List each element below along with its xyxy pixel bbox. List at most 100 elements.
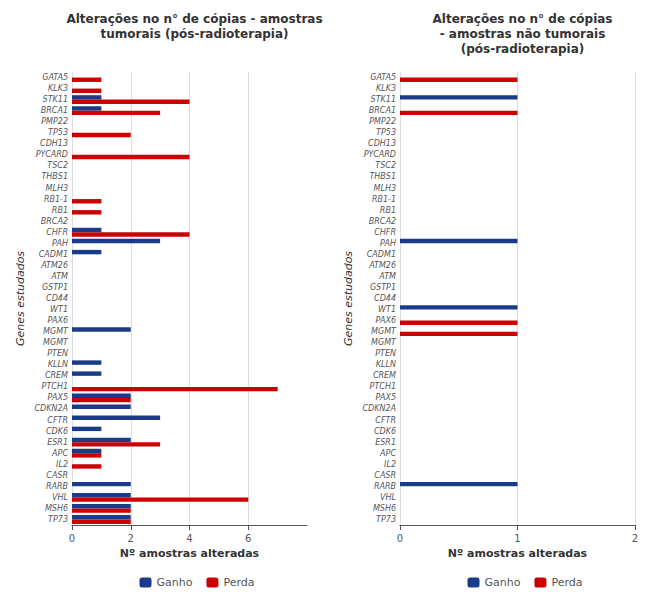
svg-text:MGMT: MGMT: [43, 327, 69, 336]
svg-text:PTCH1: PTCH1: [370, 382, 396, 391]
svg-text:PTEN: PTEN: [47, 349, 68, 358]
svg-text:ATM26: ATM26: [368, 261, 396, 270]
svg-text:WT1: WT1: [378, 305, 396, 314]
svg-text:2: 2: [128, 533, 134, 544]
svg-text:0: 0: [69, 533, 75, 544]
svg-text:RB1: RB1: [52, 206, 68, 215]
svg-text:Ganho: Ganho: [157, 576, 193, 589]
svg-text:PAX5: PAX5: [48, 393, 68, 402]
svg-text:tumorais (pós-radioterapia): tumorais (pós-radioterapia): [100, 27, 288, 41]
svg-text:CDKN2A: CDKN2A: [362, 404, 396, 413]
svg-text:MLH3: MLH3: [374, 184, 396, 193]
svg-text:KLLN: KLLN: [376, 360, 396, 369]
svg-text:ATM26: ATM26: [40, 261, 68, 270]
svg-text:(pós-radioterapia): (pós-radioterapia): [461, 42, 585, 56]
svg-text:Nº amostras alteradas: Nº amostras alteradas: [120, 547, 260, 560]
svg-text:CADM1: CADM1: [367, 250, 396, 259]
svg-text:STK11: STK11: [43, 95, 68, 104]
svg-text:CD44: CD44: [374, 294, 396, 303]
svg-text:ESR1: ESR1: [47, 438, 68, 447]
svg-text:VHL: VHL: [52, 493, 68, 502]
svg-text:MSH6: MSH6: [45, 504, 68, 513]
svg-text:WT1: WT1: [50, 305, 68, 314]
svg-text:CHFR: CHFR: [374, 228, 396, 237]
svg-text:IL2: IL2: [56, 460, 68, 469]
svg-text:IL2: IL2: [384, 460, 396, 469]
svg-text:TP73: TP73: [48, 515, 68, 524]
svg-text:GSTP1: GSTP1: [370, 283, 396, 292]
svg-text:TP73: TP73: [376, 515, 396, 524]
svg-text:0: 0: [397, 533, 403, 544]
svg-text:CDH13: CDH13: [40, 139, 68, 148]
svg-text:Ganho: Ganho: [485, 576, 521, 589]
svg-text:PAX6: PAX6: [48, 316, 68, 325]
svg-text:1: 1: [514, 533, 520, 544]
svg-text:CASR: CASR: [46, 471, 68, 480]
svg-text:GATA5: GATA5: [370, 73, 396, 82]
svg-text:PAX6: PAX6: [376, 316, 396, 325]
svg-text:RB1-1: RB1-1: [44, 195, 68, 204]
svg-text:CREM: CREM: [373, 371, 396, 380]
svg-text:ATM: ATM: [378, 272, 396, 281]
svg-text:KLK3: KLK3: [376, 84, 396, 93]
svg-text:ESR1: ESR1: [375, 438, 396, 447]
svg-text:Alterações no n° de cópias - a: Alterações no n° de cópias - amostras: [66, 12, 322, 26]
svg-text:STK11: STK11: [371, 95, 396, 104]
svg-text:TSC2: TSC2: [375, 161, 396, 170]
svg-text:Genes estudados: Genes estudados: [14, 251, 27, 346]
svg-text:GSTP1: GSTP1: [42, 283, 68, 292]
svg-text:CADM1: CADM1: [39, 250, 68, 259]
svg-text:TSC2: TSC2: [47, 161, 68, 170]
svg-text:CFTR: CFTR: [47, 416, 68, 425]
svg-text:BRCA2: BRCA2: [369, 217, 396, 226]
svg-text:KLK3: KLK3: [48, 84, 68, 93]
svg-text:MGMT: MGMT: [371, 327, 397, 336]
svg-text:CHFR: CHFR: [46, 228, 68, 237]
svg-text:VHL: VHL: [380, 493, 396, 502]
svg-text:CDH13: CDH13: [368, 139, 396, 148]
svg-text:BRCA1: BRCA1: [369, 106, 396, 115]
svg-text:CASR: CASR: [374, 471, 396, 480]
svg-text:PYCARD: PYCARD: [364, 150, 396, 159]
svg-text:PYCARD: PYCARD: [36, 150, 68, 159]
svg-text:Perda: Perda: [223, 576, 254, 589]
svg-text:GATA5: GATA5: [42, 73, 68, 82]
svg-text:PAH: PAH: [52, 239, 68, 248]
svg-text:RB1: RB1: [380, 206, 396, 215]
svg-text:CDK6: CDK6: [46, 427, 68, 436]
svg-text:Perda: Perda: [551, 576, 582, 589]
svg-text:APC: APC: [379, 449, 396, 458]
svg-text:4: 4: [186, 533, 192, 544]
svg-text:RARB: RARB: [46, 482, 68, 491]
svg-text:MSH6: MSH6: [373, 504, 396, 513]
svg-text:PTCH1: PTCH1: [42, 382, 68, 391]
svg-text:ATM: ATM: [50, 272, 68, 281]
svg-text:2: 2: [632, 533, 638, 544]
svg-text:PTEN: PTEN: [375, 349, 396, 358]
svg-text:CFTR: CFTR: [375, 416, 396, 425]
svg-text:Nº amostras alteradas: Nº amostras alteradas: [448, 547, 588, 560]
svg-text:PAX5: PAX5: [376, 393, 396, 402]
svg-text:Alterações no n° de cópias: Alterações no n° de cópias: [433, 12, 613, 26]
svg-text:PAH: PAH: [380, 239, 396, 248]
svg-text:PMP22: PMP22: [369, 117, 396, 126]
svg-text:CD44: CD44: [46, 294, 68, 303]
svg-text:BRCA2: BRCA2: [41, 217, 68, 226]
svg-text:KLLN: KLLN: [48, 360, 68, 369]
svg-text:CDK6: CDK6: [374, 427, 396, 436]
svg-text:RB1-1: RB1-1: [372, 195, 396, 204]
svg-text:THBS1: THBS1: [41, 172, 68, 181]
svg-text:PMP22: PMP22: [41, 117, 68, 126]
svg-text:CDKN2A: CDKN2A: [34, 404, 68, 413]
svg-text:THBS1: THBS1: [369, 172, 396, 181]
svg-text:CREM: CREM: [45, 371, 68, 380]
svg-text:Genes estudados: Genes estudados: [342, 251, 355, 346]
svg-text:BRCA1: BRCA1: [41, 106, 68, 115]
svg-text:APC: APC: [51, 449, 68, 458]
svg-text:6: 6: [245, 533, 251, 544]
svg-text:MGMT: MGMT: [43, 338, 69, 347]
svg-text:- amostras não tumorais: - amostras não tumorais: [440, 27, 606, 41]
svg-text:TP53: TP53: [376, 128, 396, 137]
svg-text:MGMT: MGMT: [371, 338, 397, 347]
svg-text:TP53: TP53: [48, 128, 68, 137]
